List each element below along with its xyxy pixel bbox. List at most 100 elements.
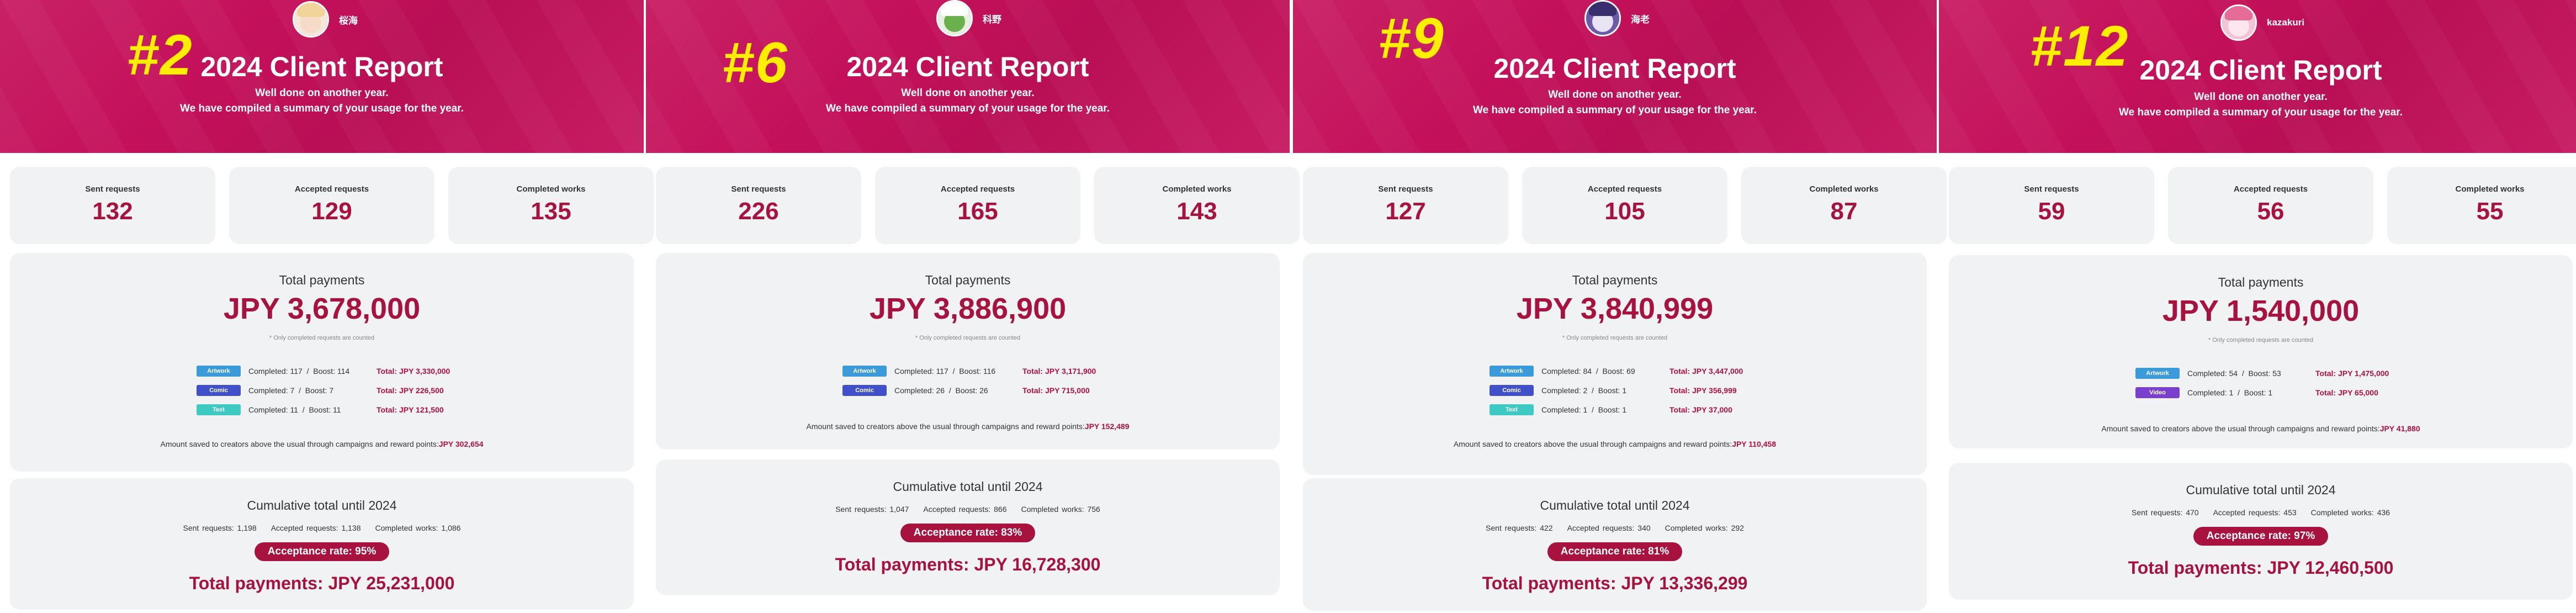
- payments-note: * Only completed requests are counted: [1562, 335, 1668, 341]
- payments-total: JPY 3,886,900: [869, 292, 1067, 325]
- payments-title: Total payments: [279, 273, 365, 287]
- type-badge: Text: [197, 404, 241, 415]
- payments-note: * Only completed requests are counted: [915, 335, 1021, 341]
- saved-amount: JPY 110,458: [1732, 440, 1777, 448]
- breakdown-row: Artwork Completed: 117 / Boost: 116 Total:…: [656, 366, 1280, 378]
- separator: /: [294, 386, 305, 395]
- acceptance-rate-wrap: Acceptance rate: 95%: [10, 542, 634, 561]
- saved-amount-line: Amount saved to creators above the usual…: [1949, 424, 2573, 433]
- stat-value: 135: [531, 198, 571, 225]
- report-title: 2024 Client Report: [200, 51, 443, 82]
- stat-value: 55: [2476, 198, 2504, 225]
- completed-count: Completed: 7: [248, 386, 295, 395]
- cumulative-total-payments: Total payments: JPY 13,336,299: [1482, 573, 1748, 593]
- breakdown-total: Total: JPY 37,000: [1669, 405, 1732, 414]
- cumulative-sent: Sent requests: 1,198: [183, 524, 257, 532]
- separator: /: [945, 386, 956, 395]
- stat-label: Completed works: [2455, 184, 2525, 194]
- report-banner: #9 海老 2024 Client Report Well done on anoth…: [1293, 0, 1937, 153]
- boost-count: Boost: 26: [955, 386, 988, 395]
- report-panel: #12 kazakuri 2024 Client Report Well done o…: [1939, 0, 2576, 613]
- separator: /: [948, 367, 960, 376]
- saved-text: Amount saved to creators above the usual…: [1453, 440, 1732, 448]
- stat-card: Sent requests 132: [10, 167, 215, 244]
- stat-card: Accepted requests 165: [875, 167, 1080, 244]
- stat-label: Sent requests: [731, 184, 786, 194]
- type-badge: Artwork: [842, 366, 887, 377]
- avatar-hair: [296, 3, 325, 18]
- payments-title: Total payments: [925, 273, 1011, 287]
- payments-card: Total payments JPY 3,840,999 * Only comple…: [1303, 253, 1927, 475]
- completed-count: Completed: 117: [248, 367, 303, 376]
- user-identity: 科野: [936, 0, 1001, 36]
- breakdown-total: Total: JPY 226,500: [377, 386, 444, 395]
- breakdown-row: Artwork Completed: 117 / Boost: 114 Total:…: [10, 366, 634, 378]
- acceptance-rate-pill: Acceptance rate: 97%: [2193, 527, 2329, 546]
- report-banner: #6 科野 2024 Client Report Well done on anoth…: [646, 0, 1290, 153]
- cumulative-accepted: Accepted requests: 453: [2213, 508, 2297, 517]
- payments-note: * Only completed requests are counted: [2208, 337, 2314, 344]
- avatar: [293, 1, 329, 38]
- stat-value: 105: [1604, 198, 1645, 225]
- subtitle-line-2: We have compiled a summary of your usage…: [180, 102, 464, 114]
- stat-card: Completed works 143: [1094, 167, 1300, 244]
- cumulative-sent: Sent requests: 1,047: [835, 505, 909, 514]
- cumulative-title: Cumulative total until 2024: [2186, 483, 2336, 497]
- completed-count: Completed: 54: [2187, 369, 2238, 378]
- breakdown-counts: Completed: 7 / Boost: 7: [248, 385, 333, 396]
- cumulative-title: Cumulative total until 2024: [893, 479, 1043, 494]
- stat-value: 165: [957, 198, 998, 225]
- cumulative-sent: Sent requests: 470: [2132, 508, 2199, 517]
- report-banner: #2 桜海 2024 Client Report Well done on anoth…: [0, 0, 644, 153]
- acceptance-rate-wrap: Acceptance rate: 83%: [656, 524, 1280, 542]
- saved-text: Amount saved to creators above the usual…: [160, 440, 439, 448]
- cumulative-stats: Sent requests: 1,047 Accepted requests: 8…: [656, 505, 1280, 514]
- breakdown-counts: Completed: 1 / Boost: 1: [2187, 387, 2272, 398]
- completed-count: Completed: 117: [894, 367, 948, 376]
- cumulative-card: Cumulative total until 2024 Sent requests…: [1949, 463, 2573, 600]
- stat-value: 132: [92, 198, 133, 225]
- breakdown-counts: Completed: 117 / Boost: 114: [248, 366, 349, 377]
- cumulative-accepted: Accepted requests: 340: [1567, 524, 1651, 532]
- stat-card: Accepted requests 129: [229, 167, 434, 244]
- stat-value: 87: [1830, 198, 1858, 225]
- report-title: 2024 Client Report: [846, 51, 1089, 82]
- cumulative-completed: Completed works: 292: [1665, 524, 1744, 532]
- breakdown-total: Total: JPY 121,500: [377, 405, 444, 414]
- type-badge: Comic: [1490, 385, 1534, 396]
- breakdown-row: Text Completed: 1 / Boost: 1 Total: JPY 37…: [1303, 404, 1927, 416]
- type-badge: Artwork: [197, 366, 241, 377]
- username: 海老: [1631, 14, 1650, 25]
- rank-badge: #12: [2030, 14, 2129, 78]
- breakdown-counts: Completed: 11 / Boost: 11: [248, 404, 341, 415]
- cumulative-completed: Completed works: 1,086: [375, 524, 461, 532]
- user-identity: 海老: [1584, 0, 1650, 36]
- stat-card: Sent requests 59: [1949, 167, 2154, 244]
- report-subtitle: Well done on another year. We have compil…: [0, 86, 644, 116]
- breakdown-row: Artwork Completed: 84 / Boost: 69 Total: J…: [1303, 366, 1927, 378]
- cumulative-stats: Sent requests: 1,198 Accepted requests: 1…: [10, 524, 634, 532]
- type-badge: Comic: [197, 385, 241, 396]
- stat-card: Completed works 87: [1741, 167, 1947, 244]
- avatar: [2220, 4, 2257, 41]
- breakdown-counts: Completed: 84 / Boost: 69: [1541, 366, 1635, 377]
- stat-card: Completed works 55: [2387, 167, 2576, 244]
- boost-count: Boost: 1: [1598, 405, 1627, 414]
- user-identity: 桜海: [293, 1, 358, 38]
- completed-count: Completed: 11: [248, 405, 299, 414]
- stat-label: Accepted requests: [940, 184, 1015, 194]
- report-banner: #12 kazakuri 2024 Client Report Well done o…: [1939, 0, 2576, 153]
- breakdown-total: Total: JPY 3,171,900: [1022, 367, 1096, 376]
- separator: /: [302, 367, 314, 376]
- saved-amount: JPY 41,880: [2379, 424, 2420, 433]
- separator: /: [1592, 367, 1603, 376]
- breakdown-row: Video Completed: 1 / Boost: 1 Total: JPY 6…: [1949, 387, 2573, 399]
- saved-text: Amount saved to creators above the usual…: [2101, 424, 2380, 433]
- cumulative-completed: Completed works: 436: [2310, 508, 2390, 517]
- saved-text: Amount saved to creators above the usual…: [806, 422, 1085, 431]
- stat-label: Completed works: [1162, 184, 1232, 194]
- cumulative-sent: Sent requests: 422: [1486, 524, 1553, 532]
- breakdown-total: Total: JPY 1,475,000: [2315, 369, 2389, 378]
- stat-label: Accepted requests: [1587, 184, 1662, 194]
- payments-total: JPY 1,540,000: [2162, 294, 2360, 327]
